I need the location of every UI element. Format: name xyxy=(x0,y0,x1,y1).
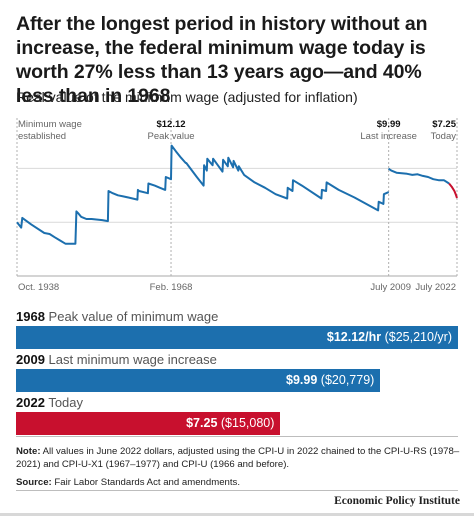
bar-chart: 1968 Peak value of minimum wage $12.12/h… xyxy=(16,308,458,437)
divider xyxy=(16,436,458,437)
annotation-line2: Peak value xyxy=(148,131,195,142)
bar-year: 2009 xyxy=(16,352,45,367)
bar-value: $9.99 xyxy=(286,373,318,387)
series-line-0 xyxy=(16,144,390,245)
annotation-line1: $12.12 xyxy=(156,119,185,130)
bar-group-2009: 2009 Last minimum wage increase $9.99 ($… xyxy=(16,351,458,394)
bar-value: $7.25 xyxy=(186,416,218,430)
bar-value-label: $9.99 ($20,779) xyxy=(286,369,374,392)
bar-annual: ($25,210/yr) xyxy=(384,330,452,344)
x-tick-label: Feb. 1968 xyxy=(150,282,193,293)
chart-subtitle: Real value of the minimum wage (adjusted… xyxy=(16,89,358,105)
annotation-line1: $9.99 xyxy=(377,119,401,130)
source-text: Fair Labor Standards Act and amendments. xyxy=(54,477,240,488)
x-tick-label: Oct. 1938 xyxy=(18,282,59,293)
bar-description: Peak value of minimum wage xyxy=(48,309,219,324)
note: Note: All values in June 2022 dollars, a… xyxy=(16,445,460,471)
bar-value-label: $12.12/hr ($25,210/yr) xyxy=(327,326,452,349)
bar-group-2022: 2022 Today $7.25 ($15,080) xyxy=(16,394,458,437)
headline: After the longest period in history with… xyxy=(16,13,428,107)
note-text: All values in June 2022 dollars, adjuste… xyxy=(16,446,460,470)
x-tick-label: July 2009 xyxy=(370,282,411,293)
note-label: Note: xyxy=(16,446,41,457)
annotation-line1: Minimum wage xyxy=(18,119,82,130)
source: Source: Fair Labor Standards Act and ame… xyxy=(16,477,240,488)
bar-annual: ($20,779) xyxy=(320,373,375,387)
series-line-1 xyxy=(387,167,450,185)
bar-description: Today xyxy=(48,395,84,410)
bar-title: 1968 Peak value of minimum wage xyxy=(16,308,458,325)
divider xyxy=(16,490,458,491)
annotation-line2: Last increase xyxy=(360,131,417,142)
bar-group-1968: 1968 Peak value of minimum wage $12.12/h… xyxy=(16,308,458,351)
bar-annual: ($15,080) xyxy=(220,416,275,430)
source-label: Source: xyxy=(16,477,52,488)
bar-1968: $12.12/hr ($25,210/yr) xyxy=(16,326,458,349)
bar-2022: $7.25 ($15,080) xyxy=(16,412,281,435)
bar-title: 2009 Last minimum wage increase xyxy=(16,351,458,368)
annotation-line1: $7.25 xyxy=(432,119,456,130)
bar-value-label: $7.25 ($15,080) xyxy=(186,412,274,435)
annotation-line2: established xyxy=(18,131,66,142)
bar-2009: $9.99 ($20,779) xyxy=(16,369,381,392)
bar-year: 2022 xyxy=(16,395,45,410)
epi-logo: Economic Policy Institute xyxy=(334,495,460,507)
series-line-2 xyxy=(448,182,458,199)
bar-value: $12.12/hr xyxy=(326,330,382,344)
bar-description: Last minimum wage increase xyxy=(48,352,217,367)
annotation-line2: Today xyxy=(431,131,457,142)
x-tick-label: July 2022 xyxy=(415,282,456,293)
bottom-strip xyxy=(0,513,474,516)
bar-year: 1968 xyxy=(16,309,45,324)
bar-title: 2022 Today xyxy=(16,394,458,411)
